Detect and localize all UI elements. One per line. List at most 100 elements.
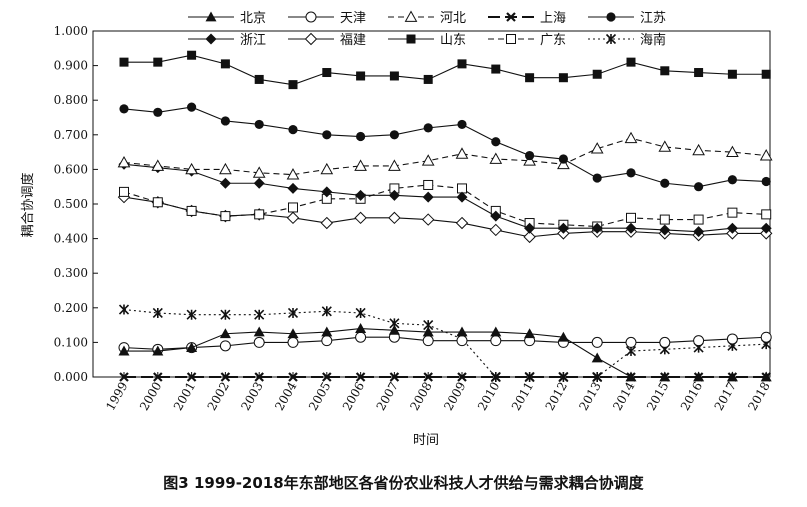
data-point <box>219 162 232 175</box>
data-point <box>490 371 501 383</box>
data-point <box>254 372 264 382</box>
series-line <box>124 54 767 86</box>
data-point <box>605 33 617 45</box>
x-tick-label: 2002 <box>205 380 232 413</box>
data-point <box>321 335 333 347</box>
data-point <box>490 326 502 337</box>
x-tick-label: 2006 <box>340 380 367 413</box>
data-point <box>659 224 671 236</box>
data-point <box>389 71 399 81</box>
data-point <box>152 197 163 208</box>
data-point <box>760 371 772 382</box>
data-point <box>388 189 400 201</box>
data-point <box>187 50 197 60</box>
legend-item: 海南 <box>588 32 666 48</box>
x-tick-label: 2008 <box>407 380 434 413</box>
data-point <box>321 326 333 337</box>
data-point <box>153 372 163 382</box>
data-point <box>354 159 367 171</box>
data-point <box>254 309 265 320</box>
y-tick-label: 0.700 <box>54 128 88 142</box>
x-tick-label: 2003 <box>238 380 265 413</box>
data-point <box>694 68 704 78</box>
data-point <box>389 372 400 382</box>
y-tick-label: 0.800 <box>54 93 88 107</box>
data-point <box>286 168 300 180</box>
data-point <box>288 125 298 135</box>
data-point <box>355 331 367 343</box>
data-point <box>254 209 265 220</box>
data-point <box>625 371 637 382</box>
data-point <box>524 371 535 383</box>
legend-item: 上海 <box>488 11 566 26</box>
data-point <box>153 107 163 117</box>
data-point <box>421 213 435 226</box>
data-point <box>119 186 129 197</box>
series-line <box>123 137 767 176</box>
x-tick-label: 2016 <box>678 380 705 413</box>
data-point <box>557 222 569 234</box>
data-point <box>186 342 198 352</box>
y-tick-label: 0.000 <box>54 370 88 384</box>
data-point <box>658 140 672 152</box>
data-point <box>388 324 400 335</box>
series-line <box>123 336 767 350</box>
data-point <box>219 340 231 352</box>
legend-item: 福建 <box>288 32 366 48</box>
data-point <box>558 371 569 383</box>
x-tick-label: 2004 <box>272 379 300 413</box>
data-point <box>625 336 637 348</box>
data-point <box>220 309 231 320</box>
data-point <box>288 80 298 90</box>
data-point <box>320 162 334 175</box>
legend-label: 山东 <box>440 33 466 48</box>
data-point <box>524 328 536 339</box>
x-tick-label: 2009 <box>441 380 468 413</box>
x-tick-label: 2011 <box>509 380 536 413</box>
data-point <box>557 157 570 170</box>
data-point <box>506 12 516 22</box>
data-point <box>659 214 670 225</box>
data-point <box>220 59 230 69</box>
series-5 <box>119 102 771 192</box>
data-point <box>422 191 434 203</box>
data-point <box>524 222 536 234</box>
data-point <box>525 73 535 83</box>
series-line <box>123 308 767 378</box>
series-8 <box>119 50 771 90</box>
data-point <box>422 335 434 347</box>
legend-label: 海南 <box>640 32 666 48</box>
data-point <box>726 145 739 157</box>
data-point <box>304 32 318 46</box>
y-tick-label: 0.500 <box>54 197 88 211</box>
data-point <box>356 71 366 81</box>
data-point <box>626 57 636 67</box>
data-point <box>118 345 130 356</box>
data-point <box>590 142 604 154</box>
data-point <box>591 352 603 363</box>
x-tick-label: 2014 <box>610 379 638 413</box>
legend-item: 浙江 <box>188 33 266 48</box>
data-point <box>525 150 535 161</box>
data-point <box>356 131 366 142</box>
data-point <box>490 210 502 222</box>
data-point <box>305 11 317 23</box>
legend-label: 北京 <box>240 11 266 26</box>
data-point <box>423 179 434 190</box>
data-point <box>388 211 401 225</box>
data-point <box>592 173 602 183</box>
data-point <box>760 331 772 343</box>
data-point <box>660 66 670 76</box>
data-point <box>693 335 705 347</box>
data-point <box>253 177 265 189</box>
data-point <box>491 137 501 147</box>
data-point <box>606 12 616 22</box>
data-point <box>220 372 231 382</box>
data-point <box>693 214 704 225</box>
data-point <box>406 34 416 44</box>
legend-item: 广东 <box>488 33 566 48</box>
x-tick-label: 2017 <box>712 380 739 413</box>
data-point <box>253 326 265 337</box>
